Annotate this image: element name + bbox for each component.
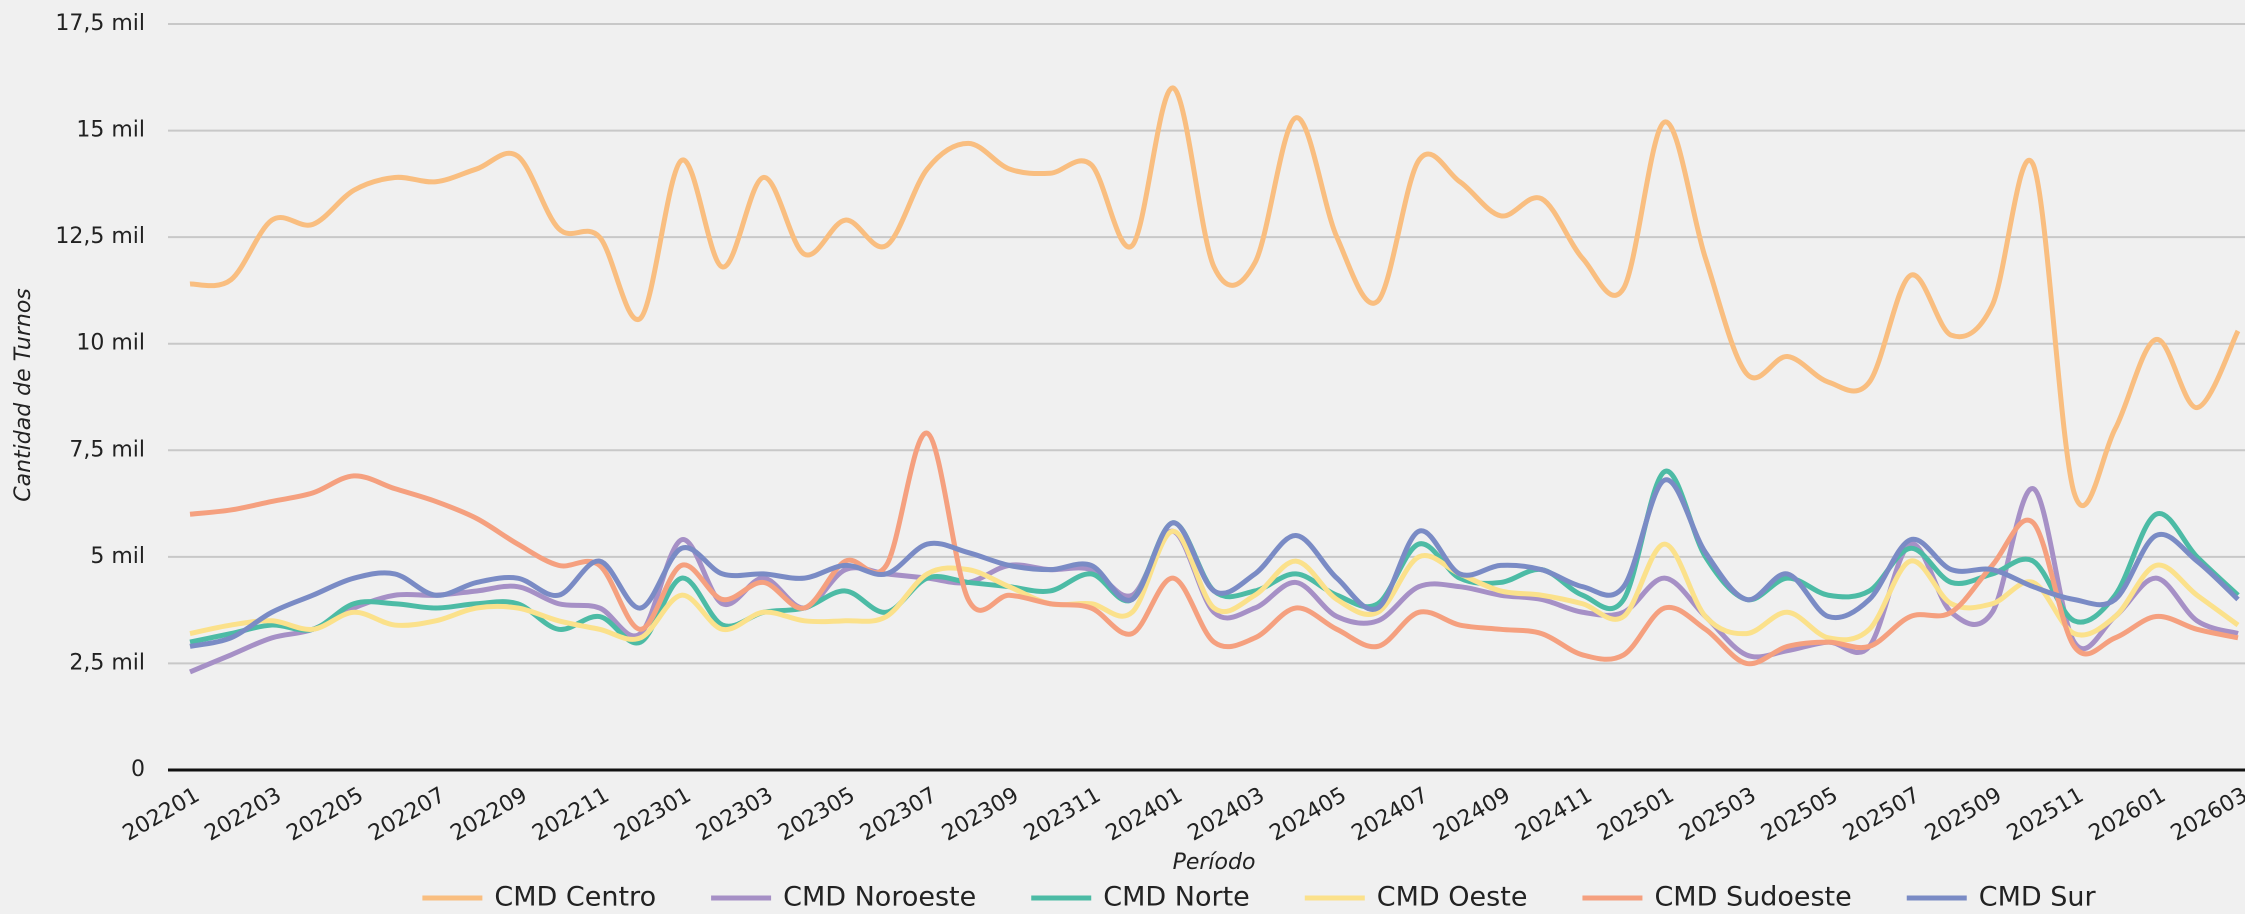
- x-tick-label: 202205: [283, 783, 368, 847]
- x-tick-label: 202603: [2167, 783, 2245, 847]
- legend-label: CMD Centro: [494, 882, 656, 913]
- series-line: [189, 469, 2240, 646]
- x-tick-label: 202501: [1593, 783, 1678, 847]
- legend-label: CMD Noroeste: [783, 882, 976, 913]
- legend-label: CMD Sudoeste: [1654, 882, 1851, 913]
- y-tick-label: 2,5 mil: [69, 650, 145, 675]
- x-tick-label: 202403: [1184, 783, 1269, 847]
- y-tick-label: 12,5 mil: [55, 224, 145, 249]
- legend-label: CMD Oeste: [1377, 882, 1528, 913]
- legend-label: CMD Norte: [1103, 882, 1250, 913]
- x-tick-label: 202511: [2003, 783, 2088, 847]
- y-tick-label: 17,5 mil: [55, 11, 145, 36]
- y-axis-title: Cantidad de Turnos: [11, 288, 36, 502]
- series-line: [189, 477, 2240, 649]
- legend: CMD Centro CMD Noroeste CMD Norte CMD Oeste…: [422, 882, 2097, 913]
- x-tick-label: 202509: [1921, 783, 2006, 847]
- x-tick-label: 202503: [1675, 783, 1760, 847]
- y-tick-label: 5 mil: [90, 544, 145, 569]
- x-tick-label: 202601: [2085, 783, 2170, 847]
- x-tick-label: 202507: [1839, 783, 1924, 847]
- x-tick-label: 202203: [201, 783, 286, 847]
- x-tick-label: 202505: [1757, 783, 1842, 847]
- x-axis-title: Período: [1173, 850, 1256, 875]
- y-tick-label: 15 mil: [76, 118, 145, 143]
- x-tick-label: 202207: [365, 783, 450, 847]
- x-tick-label: 202409: [1429, 783, 1514, 847]
- series-line: [189, 528, 2240, 643]
- y-tick-label: 0: [131, 757, 145, 782]
- x-tick-label: 202401: [1102, 783, 1187, 847]
- x-tick-label: 202303: [692, 783, 777, 847]
- x-tick-label: 202201: [119, 783, 204, 847]
- y-tick-label: 7,5 mil: [69, 437, 145, 462]
- x-tick-label: 202209: [446, 783, 531, 847]
- x-tick-label: 202305: [774, 783, 859, 847]
- series-line: [189, 85, 2241, 508]
- x-tick-label: 202309: [938, 783, 1023, 847]
- series-line: [189, 430, 2239, 667]
- x-tick-label: 202311: [1020, 783, 1105, 847]
- x-tick-label: 202211: [528, 783, 613, 847]
- y-tick-label: 10 mil: [76, 331, 145, 356]
- x-tick-label: 202407: [1348, 783, 1433, 847]
- x-tick-label: 202301: [610, 783, 695, 847]
- legend-label: CMD Sur: [1979, 882, 2097, 913]
- x-tick-label: 202411: [1511, 783, 1596, 847]
- x-tick-label: 202307: [856, 783, 941, 847]
- x-tick-label: 202405: [1266, 783, 1351, 847]
